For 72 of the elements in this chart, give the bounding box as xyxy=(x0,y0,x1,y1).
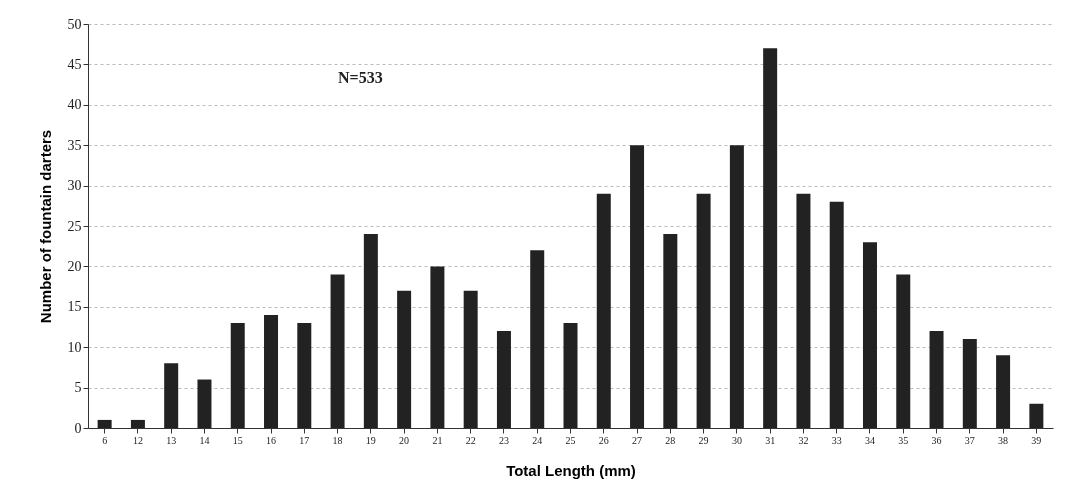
x-tick-label: 31 xyxy=(765,434,776,446)
bar xyxy=(729,145,744,428)
bar xyxy=(463,290,478,428)
x-tick-label: 27 xyxy=(632,434,643,446)
bar xyxy=(996,355,1011,428)
x-axis-title: Total Length (mm) xyxy=(506,461,636,479)
x-tick-label: 18 xyxy=(332,434,343,446)
bar xyxy=(297,322,312,428)
bar xyxy=(896,274,911,428)
bar xyxy=(696,193,711,428)
y-tick-label: 30 xyxy=(67,178,82,194)
bar xyxy=(130,419,145,428)
bar xyxy=(763,48,778,428)
x-tick-label: 32 xyxy=(798,434,809,446)
x-tick-label: 21 xyxy=(432,434,443,446)
bar xyxy=(97,419,112,428)
bar xyxy=(796,193,811,428)
x-tick-label: 29 xyxy=(698,434,709,446)
x-tick-label: 36 xyxy=(931,434,942,446)
x-tick-label: 30 xyxy=(731,434,742,446)
bar xyxy=(496,331,511,428)
y-tick-label: 45 xyxy=(67,56,82,72)
x-tick-label: 26 xyxy=(598,434,609,446)
x-tick-label: 37 xyxy=(964,434,975,446)
bar xyxy=(862,242,877,428)
x-tick-label: 28 xyxy=(665,434,676,446)
annotation: N=533 xyxy=(338,69,383,86)
x-tick-label: 22 xyxy=(465,434,476,446)
y-tick-label: 35 xyxy=(67,137,82,153)
y-tick-label: 15 xyxy=(67,299,82,315)
bar xyxy=(929,331,944,428)
x-tick-label: 14 xyxy=(199,434,210,446)
bar xyxy=(230,322,245,428)
x-tick-label: 24 xyxy=(532,434,543,446)
bar xyxy=(363,234,378,428)
bar xyxy=(430,266,445,428)
bar xyxy=(197,379,212,428)
bar xyxy=(663,234,678,428)
y-axis-title: Number of fountain darters xyxy=(36,129,54,324)
bar xyxy=(264,314,279,428)
x-tick-label: 19 xyxy=(365,434,376,446)
x-tick-label: 6 xyxy=(102,434,108,446)
y-tick-label: 10 xyxy=(67,339,82,355)
y-tick-label: 25 xyxy=(67,218,82,234)
x-tick-label: 15 xyxy=(232,434,243,446)
bar xyxy=(397,290,412,428)
y-tick-label: 40 xyxy=(67,97,82,113)
bar xyxy=(962,339,977,428)
bar xyxy=(330,274,345,428)
x-tick-label: 33 xyxy=(831,434,842,446)
y-tick-label: 50 xyxy=(67,16,82,32)
y-tick-label: 20 xyxy=(67,258,82,274)
y-tick-label: 5 xyxy=(74,380,82,396)
x-tick-label: 34 xyxy=(864,434,875,446)
bar xyxy=(630,145,645,428)
x-tick-label: 12 xyxy=(132,434,143,446)
x-tick-label: 25 xyxy=(565,434,576,446)
x-tick-label: 35 xyxy=(898,434,909,446)
bar xyxy=(829,201,844,428)
y-tick-label: 0 xyxy=(74,420,82,436)
bar xyxy=(563,322,578,428)
bar xyxy=(596,193,611,428)
x-tick-label: 16 xyxy=(266,434,277,446)
x-tick-label: 13 xyxy=(166,434,177,446)
bar xyxy=(530,250,545,428)
x-tick-label: 39 xyxy=(1031,434,1042,446)
bar xyxy=(164,363,179,428)
x-tick-label: 17 xyxy=(299,434,310,446)
x-tick-label: 23 xyxy=(498,434,509,446)
x-tick-label: 38 xyxy=(998,434,1009,446)
bar xyxy=(1029,403,1044,428)
x-tick-label: 20 xyxy=(399,434,410,446)
